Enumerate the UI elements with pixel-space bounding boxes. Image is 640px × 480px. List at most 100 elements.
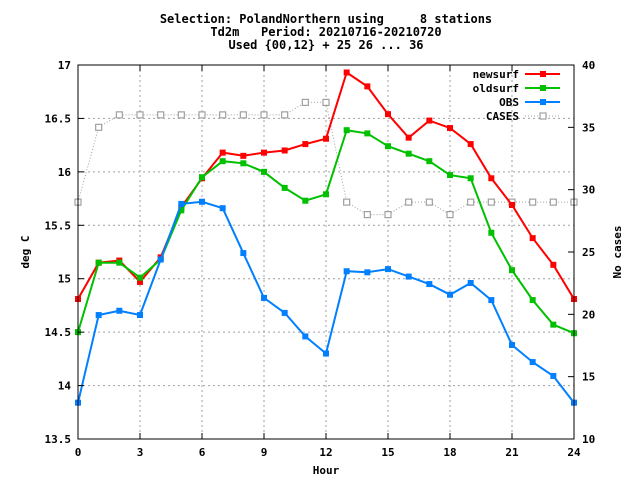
data-point-newsurf: [529, 235, 536, 242]
data-point-cases: [467, 198, 475, 206]
y2-tick-label: 40: [582, 59, 595, 72]
data-point-cases: [549, 198, 557, 206]
data-point-newsurf: [343, 69, 350, 76]
data-point-cases: [157, 111, 165, 119]
data-point-obs: [116, 307, 123, 314]
data-point-newsurf: [302, 141, 309, 148]
data-point-obs: [488, 297, 495, 304]
data-point-oldsurf: [550, 321, 557, 328]
data-point-oldsurf: [137, 274, 143, 281]
data-point-newsurf: [447, 125, 453, 132]
data-point-cases: [177, 111, 185, 119]
data-point-oldsurf: [95, 259, 102, 266]
x-tick-label: 21: [505, 446, 519, 459]
legend-item-newsurf: newsurf: [473, 68, 560, 81]
data-point-oldsurf: [488, 229, 495, 236]
data-point-obs: [550, 372, 557, 379]
data-point-oldsurf: [240, 160, 247, 167]
data-point-cases: [363, 211, 371, 219]
x-tick-label: 0: [75, 446, 82, 459]
data-point-cases: [136, 111, 144, 119]
legend-marker: [540, 85, 546, 91]
y2-tick-label: 15: [582, 371, 595, 384]
data-point-oldsurf: [343, 127, 350, 134]
legend-label: newsurf: [473, 68, 519, 81]
x-tick-label: 15: [381, 446, 394, 459]
y-tick-label: 15.5: [45, 219, 72, 232]
data-point-obs: [240, 250, 247, 257]
data-point-obs: [137, 312, 143, 319]
data-point-oldsurf: [405, 150, 412, 157]
y2-tick-label: 35: [582, 121, 595, 134]
y-tick-label: 14.5: [45, 326, 72, 339]
data-point-oldsurf: [529, 297, 536, 304]
data-point-oldsurf: [323, 191, 329, 198]
x-tick-label: 3: [137, 446, 144, 459]
data-point-newsurf: [405, 134, 412, 141]
data-point-newsurf: [488, 175, 495, 182]
data-point-obs: [199, 198, 205, 205]
plot-series: [74, 69, 578, 406]
data-point-oldsurf: [261, 168, 267, 175]
legend-label: CASES: [486, 110, 519, 123]
data-point-oldsurf: [364, 130, 371, 137]
legend-label: oldsurf: [473, 82, 519, 95]
data-point-cases: [219, 111, 227, 119]
legend-item-obs: OBS: [499, 96, 560, 109]
legend-marker: [540, 71, 546, 77]
y-tick-label: 17: [58, 59, 71, 72]
data-point-oldsurf: [467, 175, 474, 182]
y-tick-label: 14: [58, 380, 72, 393]
data-point-newsurf: [261, 149, 267, 156]
data-point-cases: [425, 198, 433, 206]
data-point-cases: [260, 111, 268, 119]
data-point-obs: [405, 273, 412, 280]
data-point-oldsurf: [447, 172, 453, 179]
y-tick-label: 16: [58, 166, 72, 179]
x-axis-title: Hour: [313, 464, 340, 477]
y2-tick-label: 10: [582, 433, 595, 446]
data-point-newsurf: [178, 204, 185, 211]
legend-marker: [540, 99, 546, 105]
data-point-oldsurf: [509, 267, 515, 274]
data-point-obs: [302, 333, 309, 340]
x-tick-label: 24: [567, 446, 581, 459]
data-point-oldsurf: [116, 259, 123, 266]
data-point-cases: [343, 198, 351, 206]
data-point-cases: [239, 111, 247, 119]
data-point-cases: [281, 111, 289, 119]
chart-title: Selection: PolandNorthern using 8 statio…: [160, 12, 492, 52]
data-point-cases: [529, 198, 537, 206]
data-point-oldsurf: [302, 197, 309, 204]
data-point-newsurf: [364, 83, 371, 90]
data-point-oldsurf: [385, 143, 391, 150]
x-tick-label: 12: [319, 446, 332, 459]
data-point-cases: [198, 111, 206, 119]
data-point-newsurf: [137, 278, 143, 285]
data-point-oldsurf: [178, 207, 185, 214]
data-point-oldsurf: [219, 158, 226, 165]
legend-item-cases: CASES: [486, 110, 560, 123]
data-point-newsurf: [219, 149, 226, 156]
data-point-cases: [322, 98, 330, 107]
data-point-obs: [426, 281, 433, 288]
y-tick-label: 15: [58, 273, 71, 286]
data-point-cases: [446, 211, 454, 219]
x-tick-label: 9: [261, 446, 268, 459]
data-point-obs: [447, 291, 453, 298]
y2-tick-label: 25: [582, 246, 595, 259]
data-point-obs: [529, 359, 536, 366]
grid-lines: [78, 65, 574, 439]
data-point-obs: [261, 294, 267, 301]
title-line-2: Td2m Period: 20210716-20210720: [210, 25, 441, 39]
data-point-obs: [157, 256, 164, 263]
data-point-cases: [115, 111, 123, 119]
data-point-obs: [343, 268, 350, 275]
data-point-newsurf: [426, 117, 433, 124]
x-tick-label: 18: [443, 446, 456, 459]
series-obs: [75, 198, 577, 406]
data-point-newsurf: [467, 141, 474, 148]
data-point-newsurf: [323, 135, 329, 142]
